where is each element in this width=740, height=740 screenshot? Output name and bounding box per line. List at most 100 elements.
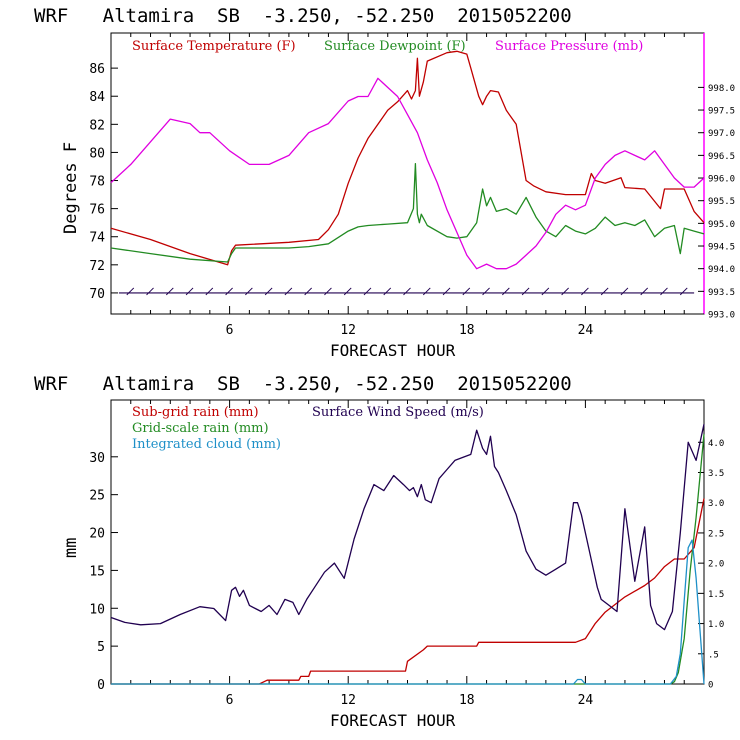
bottom-panel-title: WRF Altamira SB -3.250, -52.250 20150522… xyxy=(34,373,572,395)
wind-barb-22 xyxy=(561,287,569,296)
top-y-ticks: 70 72 74 76 78 80 82 84 86 xyxy=(89,62,118,302)
legend-integrated-cloud: Integrated cloud (mm) xyxy=(132,437,281,452)
y2-tick-label-3-0: 3.0 xyxy=(708,499,724,509)
y2-tick-label-2-5: 2.5 xyxy=(708,529,724,539)
wind-barb-27 xyxy=(660,287,668,296)
y-tick-label-78: 78 xyxy=(89,175,105,190)
legend-pressure: Surface Pressure (mb) xyxy=(495,39,643,54)
y-tick-label-82: 82 xyxy=(89,118,105,133)
wind-barb-16 xyxy=(442,287,451,296)
bottom-series xyxy=(110,424,705,685)
wind-barb-1 xyxy=(146,287,154,296)
y2-tick-label-1-0: 1.0 xyxy=(708,620,724,630)
x-tick-label-18: 18 xyxy=(459,693,475,708)
wind-barb-25 xyxy=(620,287,629,296)
x-tick-label-24: 24 xyxy=(578,323,594,338)
y-tick-label-25: 25 xyxy=(89,489,105,504)
x-tick-label-6: 6 xyxy=(226,693,234,708)
y2-tick-label-996-5: 996.5 xyxy=(708,152,735,162)
y-tick-label-84: 84 xyxy=(89,90,105,105)
wind-barb-3 xyxy=(185,287,194,296)
wind-barb-0 xyxy=(126,287,135,296)
y2-tick-label-994-5: 994.5 xyxy=(708,243,735,253)
wind-barb-2 xyxy=(165,287,174,296)
bottom-x-ticks: 6 12 18 24 xyxy=(130,400,685,708)
wind-barb-10 xyxy=(324,287,332,296)
series-line-surface-dewpoint-f xyxy=(110,163,705,263)
y2-tick-label-998-0: 998.0 xyxy=(708,84,735,94)
series-line-surface-pressure-mb xyxy=(110,77,705,270)
wind-barb-18 xyxy=(482,287,490,296)
y2-tick-label-5: .5 xyxy=(708,650,719,660)
y-tick-label-86: 86 xyxy=(89,62,105,77)
wind-barb-6 xyxy=(245,287,253,296)
y2-tick-label-996-0: 996.0 xyxy=(708,175,735,185)
x-tick-label-6: 6 xyxy=(226,323,234,338)
y-tick-label-10: 10 xyxy=(89,602,105,617)
wind-barb-15 xyxy=(422,287,431,296)
y-tick-label-0: 0 xyxy=(97,678,105,693)
top-panel-title: WRF Altamira SB -3.250, -52.250 20150522… xyxy=(34,5,572,27)
y2-tick-label-1-5: 1.5 xyxy=(708,590,724,600)
y-tick-label-5: 5 xyxy=(97,640,105,655)
bottom-x-axis-label: FORECAST HOUR xyxy=(330,711,456,730)
x-tick-label-24: 24 xyxy=(578,693,594,708)
y2-tick-label-994-0: 994.0 xyxy=(708,265,735,275)
wind-barb-9 xyxy=(304,287,313,296)
wind-barb-8 xyxy=(284,287,293,296)
y-tick-label-30: 30 xyxy=(89,451,105,466)
wind-barb-7 xyxy=(264,287,273,296)
top-series xyxy=(110,50,705,296)
y2-tick-label-995-5: 995.5 xyxy=(708,197,735,207)
series-line-surface-wind-speed-m-s xyxy=(110,424,705,631)
wind-barb-12 xyxy=(363,287,372,296)
x-tick-label-12: 12 xyxy=(340,693,356,708)
legend-grid-rain: Grid-scale rain (mm) xyxy=(132,421,269,436)
top-x-ticks: 6 12 18 24 xyxy=(130,33,685,338)
wind-barb-28 xyxy=(679,287,688,296)
legend-subgrid-rain: Sub-grid rain (mm) xyxy=(132,405,259,420)
y2-tick-label-995-0: 995.0 xyxy=(708,220,735,230)
temperature-panel: WRF Altamira SB -3.250, -52.250 20150522… xyxy=(34,5,735,360)
y2-tick-label-3-5: 3.5 xyxy=(708,469,724,479)
y2-tick-label-0: 0 xyxy=(708,681,713,691)
wind-barb-11 xyxy=(343,287,352,296)
wind-barb-20 xyxy=(521,287,530,296)
y-tick-label-70: 70 xyxy=(89,287,105,302)
top-y-axis-label: Degrees F xyxy=(61,142,81,234)
y-tick-label-80: 80 xyxy=(89,146,105,161)
y2-tick-label-2-0: 2.0 xyxy=(708,560,724,570)
wind-barb-17 xyxy=(462,287,471,296)
wind-barb-5 xyxy=(225,287,233,296)
bottom-y-axis-label: mm xyxy=(61,538,81,558)
wind-barb-24 xyxy=(600,287,609,296)
wind-barb-19 xyxy=(501,287,510,296)
wind-barb-26 xyxy=(640,287,649,296)
wind-barb-21 xyxy=(541,287,550,296)
wind-barb-23 xyxy=(581,287,589,296)
y-tick-label-15: 15 xyxy=(89,564,105,579)
y-tick-label-76: 76 xyxy=(89,203,105,218)
bottom-y-ticks: 0 5 10 15 20 25 30 xyxy=(89,451,118,693)
wind-barb-13 xyxy=(383,287,392,296)
y2-tick-label-997-0: 997.0 xyxy=(708,129,735,139)
y2-tick-label-4-0: 4.0 xyxy=(708,439,724,449)
legend-temperature: Surface Temperature (F) xyxy=(132,39,296,54)
y-tick-label-74: 74 xyxy=(89,231,105,246)
y-tick-label-20: 20 xyxy=(89,527,105,542)
y2-tick-label-993-0: 993.0 xyxy=(708,311,735,321)
series-line-sub-grid-rain-mm xyxy=(111,498,705,685)
precipitation-panel: WRF Altamira SB -3.250, -52.250 20150522… xyxy=(34,373,724,730)
x-tick-label-12: 12 xyxy=(340,323,356,338)
y2-tick-label-997-5: 997.5 xyxy=(708,107,735,117)
top-x-axis-label: FORECAST HOUR xyxy=(330,341,456,360)
y2-tick-label-993-5: 993.5 xyxy=(708,288,735,298)
wind-barb-14 xyxy=(403,287,411,296)
legend-wind-speed: Surface Wind Speed (m/s) xyxy=(312,405,484,420)
wind-barb-4 xyxy=(205,287,214,296)
series-line-integrated-cloud-mm xyxy=(111,539,705,685)
top-y2-ticks: 993.0 993.5 994.0 994.5 995.0 995.5 996.0 996.5… xyxy=(698,84,735,321)
legend-dewpoint: Surface Dewpoint (F) xyxy=(324,39,466,54)
